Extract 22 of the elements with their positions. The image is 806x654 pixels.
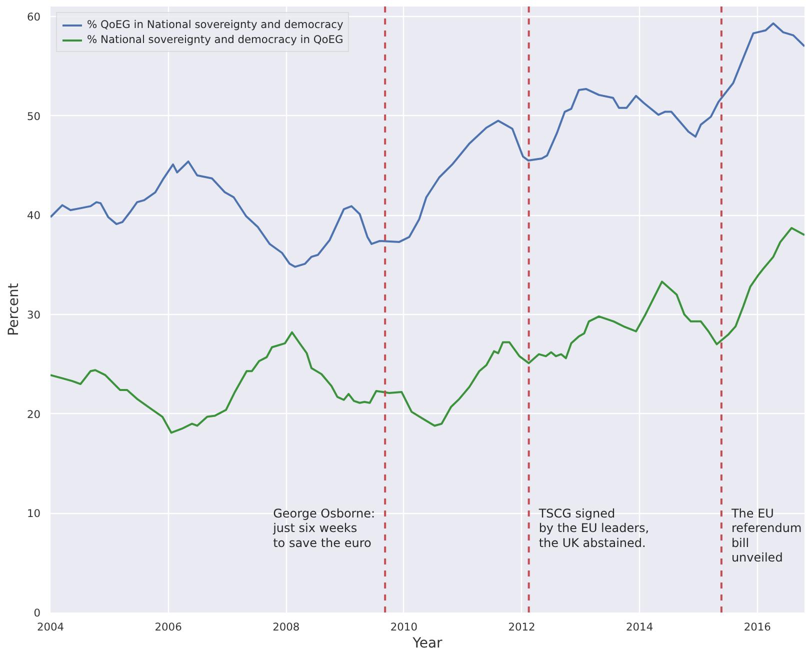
ref-line-label: TSCG signed by the EU leaders, the UK abstained. <box>538 506 650 550</box>
ref-line-label: The EU referendum bill unveiled <box>730 506 802 565</box>
ref-line-label: George Osborne: just six weeks to save the euro <box>272 506 376 550</box>
x-tick-label: 2010 <box>390 620 418 634</box>
y-tick-label: 50 <box>26 110 41 123</box>
x-tick-label: 2006 <box>154 620 182 634</box>
x-axis-title: Year <box>412 636 443 652</box>
y-tick-label: 60 <box>26 10 41 24</box>
y-tick-label: 10 <box>26 507 41 520</box>
y-tick-label: 0 <box>34 606 41 620</box>
x-tick-label: 2014 <box>626 620 654 634</box>
y-tick-label: 40 <box>26 209 41 222</box>
x-tick-label: 2012 <box>508 620 536 634</box>
x-tick-label: 2016 <box>744 620 772 634</box>
y-tick-label: 30 <box>26 308 41 322</box>
line-series <box>50 227 804 434</box>
x-tick-label: 2004 <box>36 620 64 634</box>
x-tick-label: 2008 <box>272 620 300 634</box>
legend-label: % QoEG in National sovereignty and democracy <box>87 18 344 31</box>
y-tick-label: 20 <box>26 408 41 421</box>
y-axis-title: Percent <box>6 282 22 336</box>
legend-label: % National sovereignty and democracy in QoEG <box>87 33 344 46</box>
